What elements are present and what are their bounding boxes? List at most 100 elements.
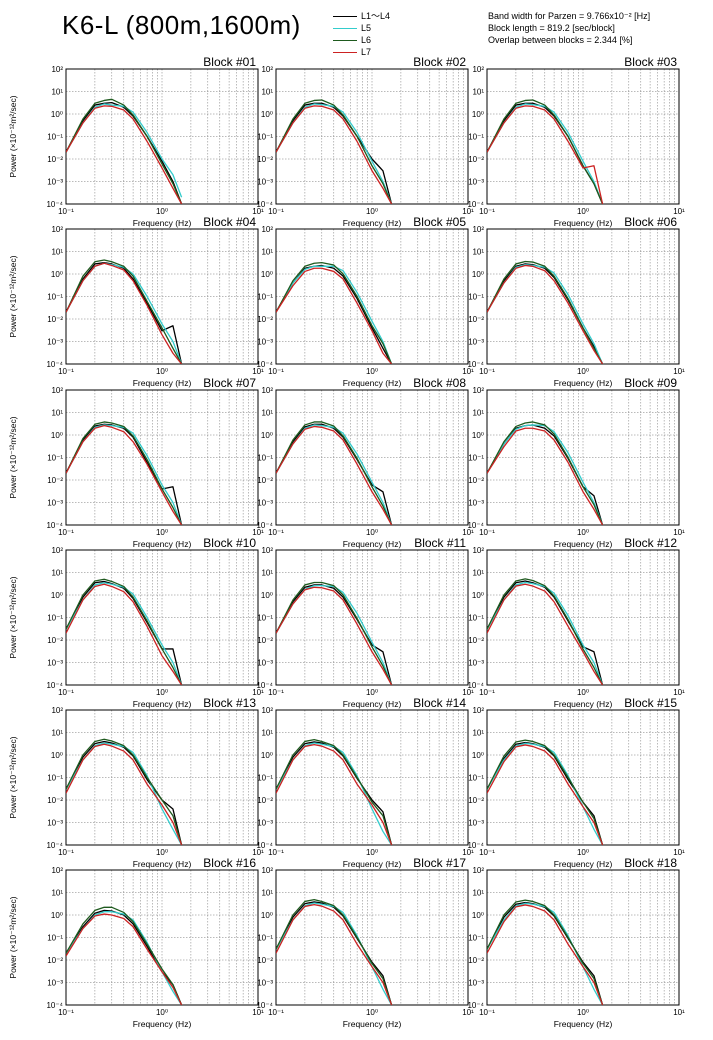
y-tick-label: 10⁻¹ <box>257 293 273 302</box>
y-tick-label: 10⁻¹ <box>47 454 63 463</box>
x-tick-label: 10⁻¹ <box>479 688 495 697</box>
series-line <box>487 742 604 845</box>
panel-group: 10⁻⁴ 10⁻³ 10⁻² 10⁻¹ 10⁰ 10¹ 10² 10⁻¹ 10⁰ 10¹ Frequ… <box>8 856 264 1029</box>
plot-frame <box>65 228 259 365</box>
series-line <box>276 424 393 525</box>
series-line <box>487 99 604 204</box>
info-block-length: Block length = 819.2 [sec/block] <box>488 23 615 33</box>
y-tick-label: 10¹ <box>51 248 63 257</box>
x-tick-label: 10⁰ <box>366 528 378 537</box>
y-tick-label: 10⁻¹ <box>257 934 273 943</box>
y-tick-label: 10⁻¹ <box>468 133 484 142</box>
y-tick-label: 10⁻¹ <box>47 934 63 943</box>
y-tick-label: 10⁻² <box>47 796 63 805</box>
y-axis-label: Power (×10⁻¹²m²/sec) <box>8 95 18 177</box>
x-axis-label: Frequency (Hz) <box>133 539 192 549</box>
series-line <box>487 105 604 204</box>
x-tick-label: 10⁰ <box>156 1008 168 1017</box>
plot-frame <box>275 709 469 846</box>
series-line <box>276 421 393 525</box>
series-line <box>487 899 604 1005</box>
series-line <box>276 741 393 845</box>
x-tick-label: 10⁰ <box>366 367 378 376</box>
panel-group: 10⁻⁴ 10⁻³ 10⁻² 10⁻¹ 10⁰ 10¹ 10² 10⁻¹ 10⁰ 10¹ Frequ… <box>256 215 474 388</box>
panel-group: 10⁻⁴ 10⁻³ 10⁻² 10⁻¹ 10⁰ 10¹ 10² 10⁻¹ 10⁰ 10¹ Frequ… <box>467 856 685 1029</box>
y-tick-label: 10⁻³ <box>468 178 484 187</box>
series-line <box>487 263 604 364</box>
x-axis-label: Frequency (Hz) <box>554 1019 613 1029</box>
series-line <box>66 101 183 204</box>
y-tick-label: 10⁻⁴ <box>46 200 63 209</box>
x-axis-label: Frequency (Hz) <box>133 859 192 869</box>
series-line <box>66 582 183 685</box>
y-tick-label: 10⁰ <box>51 751 63 760</box>
panel-group: 10⁻⁴ 10⁻³ 10⁻² 10⁻¹ 10⁰ 10¹ 10² 10⁻¹ 10⁰ 10¹ Frequ… <box>8 536 264 709</box>
y-tick-label: 10⁻³ <box>468 819 484 828</box>
x-tick-label: 10¹ <box>252 848 264 857</box>
panel-group: 10⁻⁴ 10⁻³ 10⁻² 10⁻¹ 10⁰ 10¹ 10² 10⁻¹ 10⁰ 10¹ Frequ… <box>467 536 685 709</box>
series-line <box>487 741 604 845</box>
y-tick-label: 10² <box>472 65 484 74</box>
x-tick-label: 10⁻¹ <box>58 688 74 697</box>
y-tick-label: 10² <box>261 866 273 875</box>
x-tick-label: 10⁻¹ <box>479 367 495 376</box>
series-line <box>66 583 183 685</box>
series-line <box>66 98 183 204</box>
y-tick-label: 10¹ <box>472 248 484 257</box>
series-line <box>66 740 183 845</box>
y-tick-label: 10¹ <box>261 409 273 418</box>
series-line <box>487 264 604 364</box>
x-tick-label: 10⁻¹ <box>268 1008 284 1017</box>
y-tick-label: 10¹ <box>472 569 484 578</box>
series-line <box>276 743 393 845</box>
plot-frame <box>486 869 680 1006</box>
x-tick-label: 10¹ <box>673 367 685 376</box>
x-tick-label: 10¹ <box>252 528 264 537</box>
y-tick-label: 10⁻¹ <box>257 454 273 463</box>
y-tick-label: 10¹ <box>472 409 484 418</box>
legend-item-l6: L6 <box>333 34 483 46</box>
x-axis-label: Frequency (Hz) <box>343 539 402 549</box>
series-line <box>276 99 393 204</box>
y-tick-label: 10⁻⁴ <box>46 681 63 690</box>
series-line <box>487 260 604 364</box>
y-tick-label: 10⁻² <box>47 315 63 324</box>
y-tick-label: 10⁻⁴ <box>256 1001 273 1010</box>
series-line <box>276 903 393 1005</box>
x-axis-label: Frequency (Hz) <box>554 699 613 709</box>
panel-title: Block #10 <box>203 536 256 550</box>
y-tick-label: 10¹ <box>261 88 273 97</box>
y-tick-label: 10⁻² <box>257 315 273 324</box>
x-tick-label: 10¹ <box>252 207 264 216</box>
x-tick-label: 10⁰ <box>577 207 589 216</box>
series-line <box>276 584 393 685</box>
legend-swatch <box>333 28 357 29</box>
y-tick-label: 10⁻² <box>468 315 484 324</box>
plot-frame <box>275 389 469 526</box>
x-tick-label: 10⁻¹ <box>268 367 284 376</box>
y-tick-label: 10¹ <box>51 88 63 97</box>
series-line <box>276 105 393 204</box>
plot-frame <box>486 549 680 686</box>
y-tick-label: 10⁻³ <box>468 338 484 347</box>
y-tick-label: 10⁰ <box>472 591 484 600</box>
y-tick-label: 10⁻¹ <box>468 774 484 783</box>
y-tick-label: 10⁰ <box>472 431 484 440</box>
panel-group: 10⁻⁴ 10⁻³ 10⁻² 10⁻¹ 10⁰ 10¹ 10² 10⁻¹ 10⁰ 10¹ Frequ… <box>256 856 474 1029</box>
y-tick-label: 10² <box>51 706 63 715</box>
series-line <box>276 899 393 1005</box>
x-tick-label: 10⁰ <box>366 1008 378 1017</box>
y-tick-label: 10⁻¹ <box>47 774 63 783</box>
y-tick-label: 10⁻¹ <box>468 934 484 943</box>
plot-frame <box>275 549 469 686</box>
series-line <box>276 265 393 364</box>
x-tick-label: 10⁻¹ <box>268 207 284 216</box>
y-tick-label: 10⁻¹ <box>47 293 63 302</box>
y-tick-label: 10⁰ <box>51 911 63 920</box>
series-line <box>487 901 604 1005</box>
